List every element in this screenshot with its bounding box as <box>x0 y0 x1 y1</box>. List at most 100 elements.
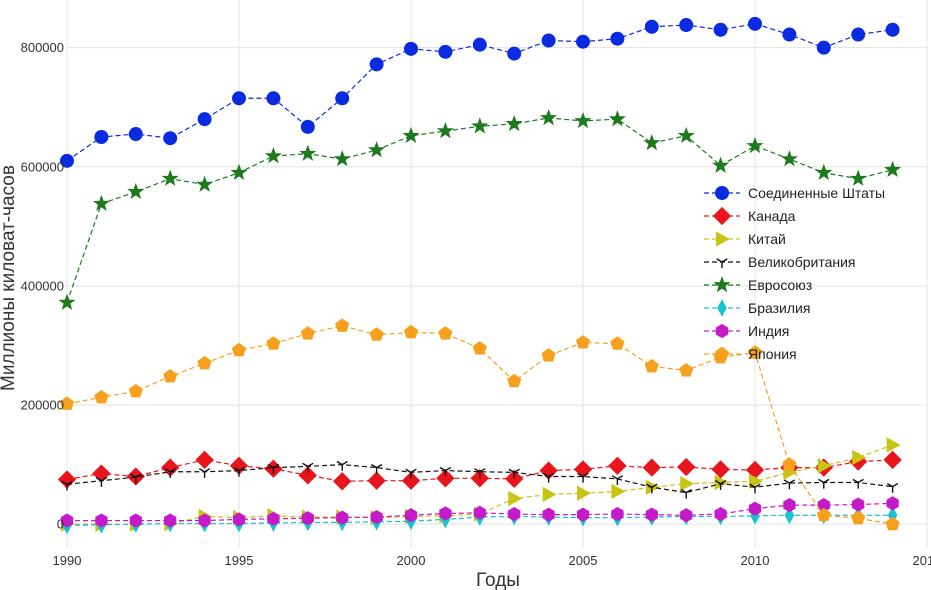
data-point-spoke <box>336 460 343 466</box>
data-point <box>575 335 591 349</box>
data-point-spoke <box>513 468 520 473</box>
data-point <box>883 450 902 470</box>
data-point-spoke <box>95 476 102 482</box>
data-point <box>470 469 489 488</box>
data-point <box>508 506 521 522</box>
data-point <box>128 127 143 142</box>
data-point <box>127 182 145 200</box>
data-point <box>95 513 108 528</box>
data-point-spoke <box>410 468 417 473</box>
data-point <box>747 345 763 359</box>
data-point-spoke <box>852 478 859 484</box>
data-point <box>884 160 902 178</box>
data-point-spoke <box>273 463 280 469</box>
data-point <box>680 475 695 492</box>
data-point <box>439 466 452 477</box>
legend-marker <box>712 206 732 226</box>
data-point <box>196 175 214 192</box>
data-point <box>818 478 830 489</box>
legend-label: Канада <box>748 208 796 224</box>
data-point <box>816 507 831 522</box>
data-point <box>851 510 866 525</box>
data-point <box>541 33 556 48</box>
data-point-spoke <box>439 466 446 472</box>
data-point <box>336 510 349 525</box>
data-point-spoke <box>749 483 756 488</box>
x-tick-label: 1990 <box>53 553 82 568</box>
data-point-spoke <box>754 483 761 488</box>
data-point-spoke <box>302 462 309 468</box>
data-point <box>849 169 867 186</box>
data-point <box>644 358 659 373</box>
data-point <box>542 507 555 522</box>
legend-marker-spoke <box>721 258 728 263</box>
data-point <box>471 117 489 134</box>
data-point <box>335 91 350 106</box>
data-point <box>472 341 487 355</box>
series-6 <box>60 496 899 528</box>
data-point <box>299 144 317 161</box>
data-point <box>370 463 383 474</box>
data-point <box>542 486 557 503</box>
data-point <box>713 22 728 37</box>
data-point-spoke <box>169 468 176 473</box>
legend-label: Соединенные Штаты <box>748 185 885 201</box>
data-point <box>852 497 865 512</box>
data-point <box>540 108 558 126</box>
data-point <box>815 163 833 180</box>
x-tick-label: 1995 <box>225 553 254 568</box>
data-point <box>610 336 625 350</box>
data-point <box>472 37 487 52</box>
data-point <box>507 46 522 61</box>
x-tick-label: 2005 <box>569 553 598 568</box>
data-point-spoke <box>685 488 692 494</box>
data-point <box>711 460 730 479</box>
data-point <box>197 112 212 127</box>
tick-labels: 1990 1995 2000 2005 2010 2015 0 200000 400000 600… <box>21 40 931 568</box>
legend-label: Бразилия <box>748 300 810 316</box>
data-point <box>642 458 661 477</box>
data-point <box>232 91 246 106</box>
data-point-spoke <box>233 466 240 472</box>
data-point <box>852 449 867 466</box>
data-point-spoke <box>680 488 687 494</box>
y-tick-label: 600000 <box>21 159 64 174</box>
data-point <box>748 16 762 31</box>
data-point-spoke <box>341 460 348 466</box>
data-point <box>714 479 727 490</box>
legend-marker-spoke <box>716 258 723 263</box>
data-point <box>473 505 486 520</box>
data-point-spoke <box>370 463 377 469</box>
data-point-spoke <box>135 473 142 478</box>
data-point <box>577 472 589 483</box>
data-point-spoke <box>789 479 796 484</box>
data-point-spoke <box>542 472 549 478</box>
data-point-spoke <box>823 478 830 484</box>
legend-label: Китай <box>748 231 786 247</box>
data-point <box>264 147 282 164</box>
x-tick-label: 2010 <box>741 553 770 568</box>
data-point <box>401 471 421 490</box>
data-point <box>505 469 524 489</box>
data-point <box>59 396 75 410</box>
data-point <box>851 27 866 42</box>
y-tick-label: 200000 <box>21 398 64 413</box>
data-point-spoke <box>582 472 589 478</box>
series-0 <box>60 16 900 168</box>
series-7 <box>59 318 900 531</box>
data-point-spoke <box>238 466 245 472</box>
legend: Соединенные Штаты Канада Китай Великобритан… <box>704 185 885 362</box>
data-point <box>333 472 352 491</box>
y-tick-label: 0 <box>57 517 64 532</box>
data-point <box>780 150 798 167</box>
legend-marker <box>715 323 729 339</box>
legend-marker <box>717 299 727 317</box>
data-point-spoke <box>892 482 899 488</box>
data-point <box>161 169 179 186</box>
data-point <box>266 91 281 106</box>
legend-label: Индия <box>748 323 789 339</box>
data-point <box>712 156 730 173</box>
data-point <box>404 41 418 56</box>
data-point <box>783 498 796 513</box>
